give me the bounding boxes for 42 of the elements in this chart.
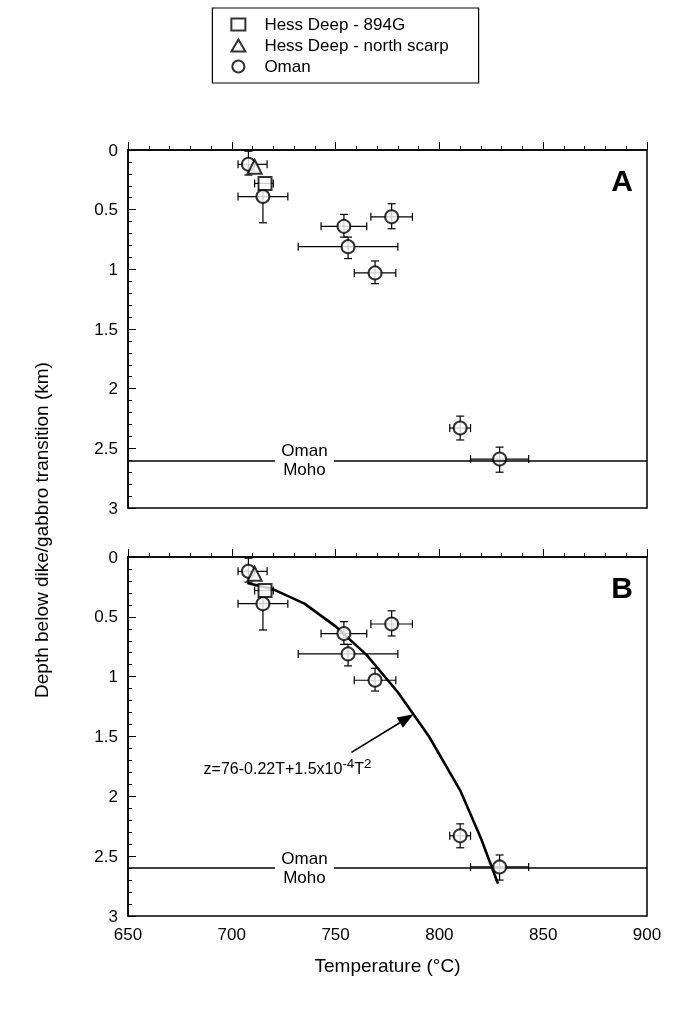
- y-tick-label: 1.5: [94, 727, 118, 746]
- point: [384, 209, 400, 225]
- point: [452, 420, 468, 436]
- point: [367, 265, 383, 281]
- point: [246, 158, 263, 175]
- ref-line-label: Oman Moho: [275, 441, 334, 480]
- y-tick-label: 1: [108, 259, 118, 279]
- legend-label: Oman: [264, 57, 311, 76]
- point: [452, 828, 468, 844]
- point: [246, 565, 263, 582]
- x-tick-label: 900: [632, 925, 662, 944]
- annotation: A: [611, 164, 633, 198]
- x-tick-label: 650: [113, 925, 143, 944]
- point: [255, 189, 271, 205]
- y-tick-label: 0.5: [94, 607, 118, 627]
- y-tick-label: 3: [108, 498, 118, 518]
- y-tick-label: 1.5: [94, 319, 118, 339]
- x-tick-label: 850: [529, 925, 558, 944]
- point: [367, 672, 383, 688]
- x-tick-label: 700: [217, 925, 246, 944]
- legend-label: Hess Deep - north scarp: [264, 36, 449, 55]
- y-tick-label: 1: [108, 667, 118, 687]
- y-tick-label: 2: [108, 379, 118, 399]
- ref-line-label: Oman Moho: [275, 849, 334, 888]
- y-tick-label: 2: [108, 786, 118, 806]
- x-tick-label: 750: [321, 925, 350, 944]
- x-tick-label: 800: [425, 925, 454, 944]
- y-tick-label: 2.5: [94, 438, 118, 458]
- point: [492, 859, 508, 875]
- annotation: B: [611, 571, 633, 605]
- y-tick-label: 0: [108, 140, 118, 160]
- y-tick-label: 3: [108, 906, 118, 926]
- y-tick-label: 0: [108, 547, 118, 567]
- y-tick-label: 0.5: [94, 200, 118, 220]
- point: [384, 616, 400, 632]
- legend-label: Hess Deep - 894G: [264, 15, 406, 34]
- y-axis-title: Depth below dike/gabbro transition (km): [31, 362, 53, 698]
- annotation: z=76-0.22T+1.5x10$^{-4}$T$^{2}$: [203, 756, 372, 779]
- point: [336, 218, 352, 234]
- y-tick-label: 2.5: [94, 846, 118, 866]
- point: [255, 596, 271, 612]
- x-axis-title: Temperature (°C): [314, 955, 461, 976]
